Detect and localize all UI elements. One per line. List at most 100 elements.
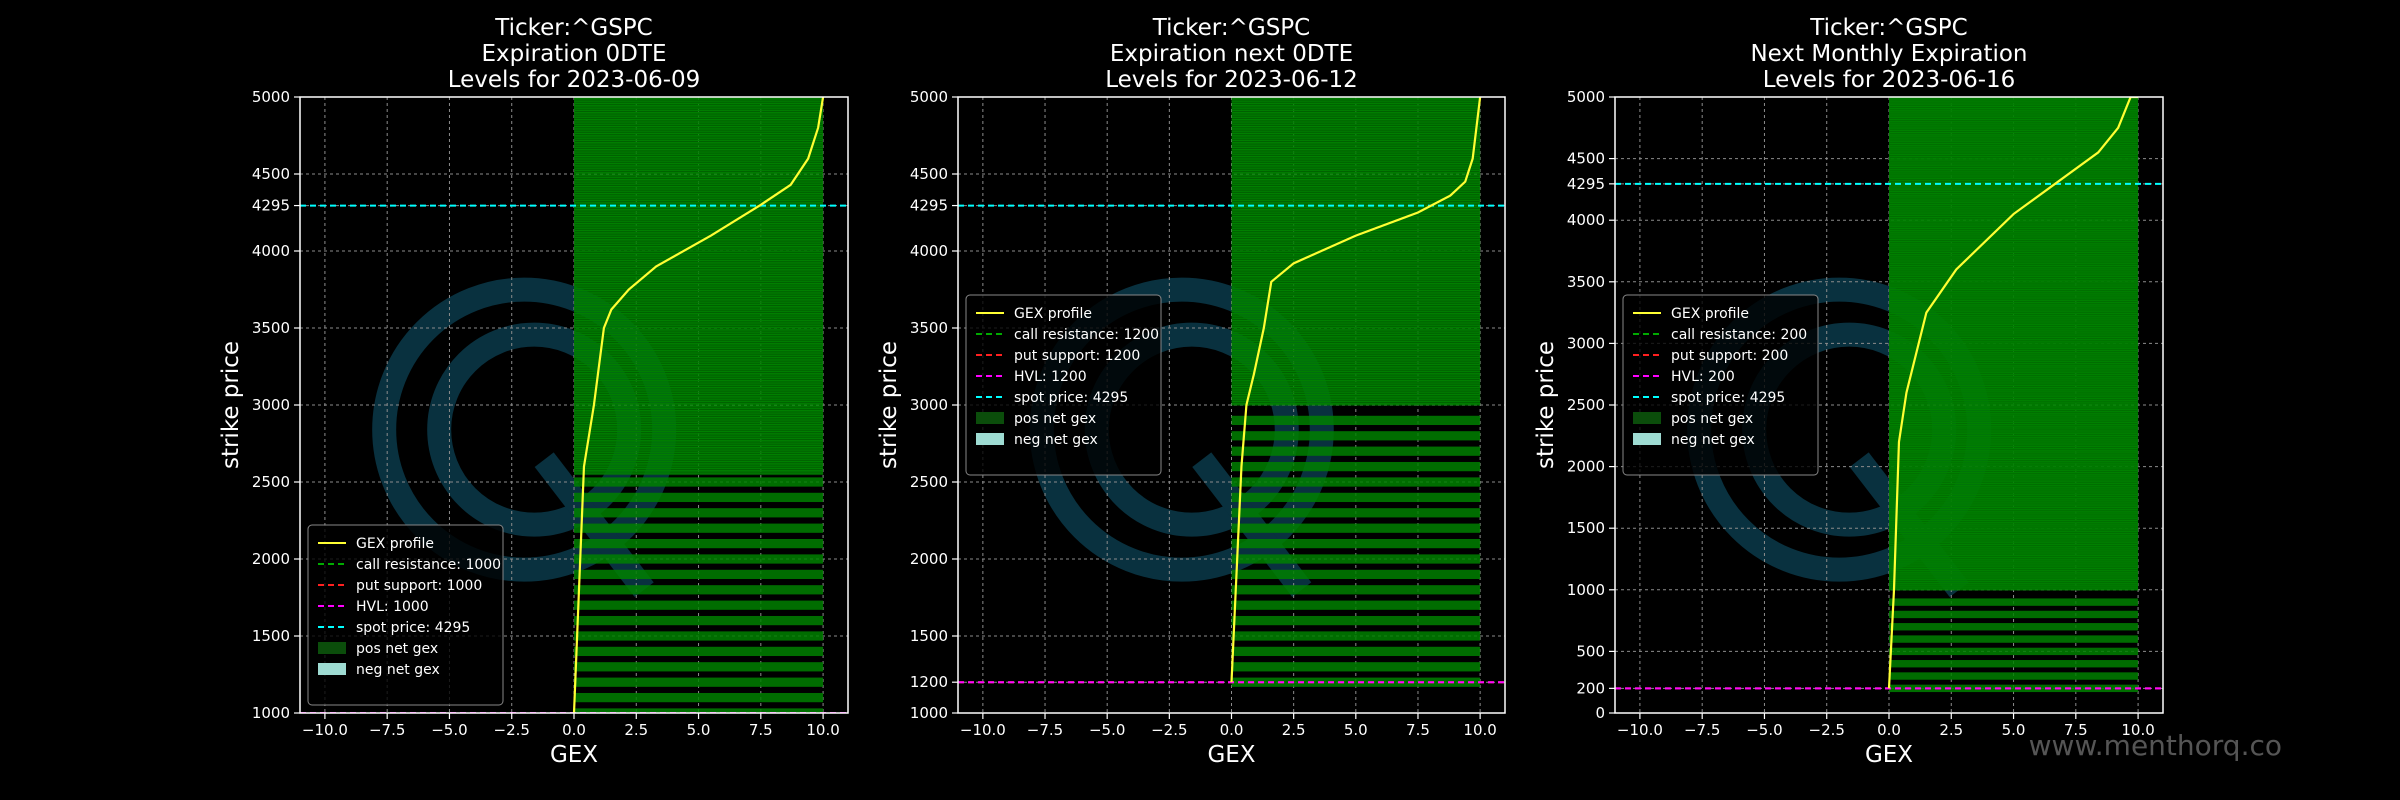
y-tick-label: 5000 [910, 88, 948, 106]
bar [1889, 493, 2139, 495]
bar [1889, 146, 2139, 148]
bar [1231, 391, 1481, 393]
bar [1889, 489, 2139, 491]
bar [574, 212, 824, 214]
bar [574, 270, 824, 272]
bar [1889, 197, 2139, 199]
bar [574, 677, 824, 687]
bar [1231, 346, 1481, 349]
bar [1231, 158, 1481, 161]
bar [1889, 460, 2139, 462]
bar [574, 132, 824, 135]
legend-swatch [976, 412, 1004, 424]
bar [574, 136, 824, 138]
bar [574, 450, 824, 452]
bar [1889, 458, 2139, 461]
bar [574, 451, 824, 453]
bar [1889, 178, 2139, 180]
bar [1231, 146, 1481, 148]
y-tick-label: 1000 [910, 704, 948, 722]
bar [574, 304, 824, 306]
bar [574, 336, 824, 339]
bar [1889, 437, 2139, 440]
bar [1889, 161, 2139, 163]
bar [1889, 352, 2139, 355]
bar [574, 407, 824, 409]
bar [1231, 158, 1481, 160]
bar [574, 135, 824, 137]
bar [1889, 453, 2139, 456]
bar [1889, 229, 2139, 231]
bar [1231, 306, 1481, 308]
bar [1889, 577, 2139, 579]
bar [1889, 110, 2139, 113]
bar [1889, 118, 2139, 121]
bar [574, 456, 824, 458]
bar [1889, 101, 2139, 103]
bar [1889, 554, 2139, 557]
bar [1231, 178, 1481, 180]
bar [1889, 472, 2139, 474]
bar [1889, 240, 2139, 243]
bar [1889, 243, 2139, 245]
bar [1889, 111, 2139, 113]
legend-entry: pos net gex [1014, 411, 1096, 427]
bar [1889, 242, 2139, 244]
bar [574, 172, 824, 174]
bar [1231, 119, 1481, 121]
bar [1231, 367, 1481, 369]
bar [1889, 236, 2139, 238]
bar [1889, 131, 2139, 134]
bar [574, 199, 824, 201]
bar [574, 159, 824, 161]
bar [1889, 354, 2139, 356]
bar [1889, 335, 2139, 337]
bar [574, 359, 824, 362]
bar [1231, 268, 1481, 270]
bar [1231, 125, 1481, 128]
bar [1889, 311, 2139, 313]
bar [574, 170, 824, 172]
bar [574, 105, 824, 108]
bar [574, 257, 824, 259]
bar [1889, 271, 2139, 273]
bar [1231, 148, 1481, 151]
bar [1889, 175, 2139, 177]
bar [574, 342, 824, 344]
bar [574, 103, 824, 105]
bar [1889, 224, 2139, 226]
bar [1231, 366, 1481, 368]
bar [1231, 211, 1481, 213]
bar [1889, 254, 2139, 256]
bar [574, 262, 824, 264]
bar [1889, 518, 2139, 520]
bar [574, 326, 824, 328]
bar [574, 376, 824, 379]
bar [1889, 222, 2139, 225]
bar [1231, 333, 1481, 335]
bar [1889, 523, 2139, 525]
bar [1231, 164, 1481, 166]
bar [574, 293, 824, 295]
bar [1889, 221, 2139, 223]
bar [1231, 142, 1481, 145]
x-axis-label: GEX [1865, 742, 1913, 768]
bar [1889, 107, 2139, 109]
bar [574, 471, 824, 473]
bar [1231, 374, 1481, 376]
bar [1231, 356, 1481, 359]
y-tick-label: 3000 [1567, 334, 1605, 352]
bar [1889, 498, 2139, 500]
bar [1231, 128, 1481, 130]
bar [1231, 223, 1481, 225]
bar [1231, 357, 1481, 359]
bar [1889, 199, 2139, 201]
bar [1231, 139, 1481, 141]
bar [574, 631, 824, 641]
bar [1889, 535, 2139, 538]
bar [1231, 386, 1481, 388]
bar [574, 186, 824, 188]
bar [1889, 524, 2139, 527]
bar [574, 237, 824, 239]
bar [574, 140, 824, 142]
